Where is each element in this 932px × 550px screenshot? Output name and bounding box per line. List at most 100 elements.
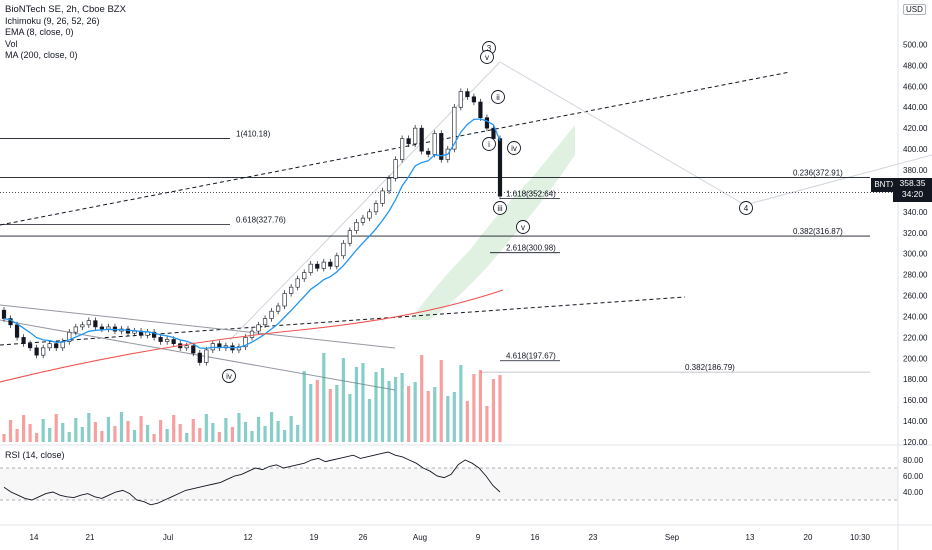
- volume-bar: [198, 428, 202, 442]
- wave-label: iii: [497, 204, 503, 213]
- volume-bar: [263, 426, 267, 442]
- candle-body: [491, 127, 496, 139]
- volume-bar: [393, 377, 398, 442]
- candle-body: [86, 320, 91, 326]
- price-tick-label: 280.00: [903, 271, 928, 280]
- rsi-band-fill: [0, 468, 898, 500]
- ichimoku-cloud-area: [410, 125, 575, 320]
- ticker-tag: BNTX: [871, 178, 899, 192]
- volume-bar: [28, 424, 32, 442]
- volume-bar: [491, 379, 496, 442]
- candle-body: [328, 261, 333, 267]
- currency-badge[interactable]: USD: [903, 4, 926, 15]
- volume-bar: [8, 420, 13, 442]
- volume-bar: [224, 418, 228, 442]
- volume-bar: [452, 392, 456, 442]
- volume-bar: [15, 429, 19, 442]
- volume-bar: [433, 387, 437, 442]
- volume-bar: [439, 360, 443, 442]
- volume-bar: [2, 434, 6, 442]
- price-tick-label: 500.00: [903, 40, 928, 49]
- price-tick-label: 220.00: [903, 333, 928, 342]
- time-tick-label: Aug: [413, 533, 427, 542]
- candle-body: [14, 324, 20, 338]
- volume-bar: [211, 423, 215, 442]
- wave-label: i: [488, 140, 490, 149]
- candle-body: [426, 150, 431, 155]
- volume-bar: [178, 424, 182, 442]
- legend-vol: Vol: [5, 38, 18, 49]
- fib-label: 0.382(316.87): [793, 227, 843, 236]
- volume-bar: [348, 394, 352, 442]
- volume-bar: [361, 363, 365, 442]
- indicator-lines: [0, 118, 504, 383]
- volume-bar: [93, 422, 97, 442]
- price-tick-label: 420.00: [903, 124, 928, 133]
- volume-bar: [159, 420, 163, 442]
- ma200-line: [0, 289, 504, 383]
- volume-bar: [126, 421, 130, 442]
- candle-body: [478, 101, 483, 118]
- price-tick-label: 260.00: [903, 292, 928, 301]
- candle-body: [419, 127, 424, 152]
- time-tick-label: 23: [589, 533, 598, 542]
- price-tick-label: 380.00: [903, 166, 928, 175]
- wave-circle: [493, 201, 507, 215]
- candle-body: [125, 328, 131, 334]
- fib-label: 1.618(352.64): [506, 190, 556, 199]
- candle-body: [249, 330, 255, 338]
- time-tick-label: Jul: [163, 533, 173, 542]
- wave-label: iv: [511, 144, 517, 153]
- volume-bar: [35, 433, 39, 442]
- candle-body: [354, 222, 359, 231]
- volume-bar: [380, 368, 385, 442]
- volume-bar: [80, 427, 84, 442]
- wave-circle: [739, 201, 753, 215]
- volume-bar: [283, 430, 287, 442]
- volume-bar: [341, 358, 345, 442]
- wave-circle: [222, 369, 236, 383]
- candle-body: [406, 138, 411, 145]
- candle-body: [302, 272, 307, 280]
- volume-bar: [387, 381, 391, 442]
- chart-legend: BioNTech SE, 2h, Cboe BZX Ichimoku (9, 2…: [5, 4, 126, 62]
- candle-body: [484, 117, 490, 129]
- candle-body: [347, 230, 352, 244]
- price-tick-label: 160.00: [903, 396, 928, 405]
- price-tick-label: 140.00: [903, 417, 928, 426]
- candle-body: [21, 337, 26, 344]
- wave-circle: [491, 90, 505, 104]
- volume-bar: [204, 414, 208, 442]
- price-tick-label: 180.00: [903, 375, 928, 384]
- candle-body: [413, 127, 418, 145]
- candle-body: [243, 337, 248, 348]
- volume-bar: [335, 385, 339, 442]
- fib-label: 4.618(197.67): [506, 352, 556, 361]
- rsi-tick-label: 60.00: [903, 472, 924, 481]
- fib-label: 0.618(327.76): [236, 216, 286, 225]
- volume-bar: [54, 414, 58, 442]
- legend-ma: MA (200, close, 0): [5, 50, 78, 60]
- wave-label: 4: [744, 204, 749, 213]
- wave-label: v: [485, 53, 489, 62]
- volume-bar: [185, 433, 189, 442]
- candle-body: [28, 343, 33, 349]
- candle-body: [80, 324, 85, 328]
- volume-bar: [74, 418, 78, 442]
- candle-body: [152, 331, 157, 338]
- candle-body: [282, 293, 287, 307]
- volume-bar: [367, 399, 372, 442]
- volume-bar: [413, 382, 417, 442]
- symbol-title: BioNTech SE, 2h, Cboe BZX: [5, 4, 126, 15]
- volume-bar: [400, 373, 404, 442]
- trend-line: [499, 61, 746, 206]
- rsi-tick-label: 40.00: [903, 488, 924, 497]
- candle-body: [360, 217, 366, 223]
- candle-body: [171, 339, 176, 344]
- candle-body: [47, 343, 52, 349]
- volume-bar: [315, 380, 319, 442]
- last-price: 358.35: [899, 178, 926, 188]
- candle-body: [276, 305, 281, 312]
- candle-body: [497, 138, 503, 197]
